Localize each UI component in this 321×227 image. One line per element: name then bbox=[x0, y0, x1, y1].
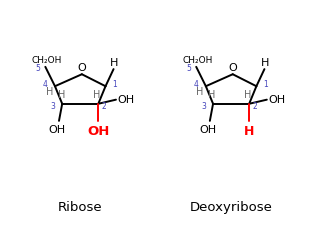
Text: Ribose: Ribose bbox=[58, 200, 103, 213]
Text: H: H bbox=[244, 124, 254, 137]
Text: H: H bbox=[196, 87, 204, 97]
Text: 3: 3 bbox=[202, 102, 206, 111]
Text: 2: 2 bbox=[102, 102, 107, 111]
Text: 1: 1 bbox=[263, 80, 268, 89]
Text: 5: 5 bbox=[187, 64, 192, 73]
Text: CH₂OH: CH₂OH bbox=[183, 56, 213, 65]
Text: H: H bbox=[110, 58, 119, 68]
Text: OH: OH bbox=[87, 124, 109, 137]
Text: OH: OH bbox=[117, 94, 135, 104]
Text: H: H bbox=[93, 89, 100, 99]
Text: H: H bbox=[244, 89, 251, 99]
Text: H: H bbox=[57, 89, 65, 99]
Text: 4: 4 bbox=[193, 80, 198, 89]
Text: O: O bbox=[228, 62, 237, 72]
Text: Deoxyribose: Deoxyribose bbox=[190, 200, 273, 213]
Text: OH: OH bbox=[268, 94, 286, 104]
Text: CH₂OH: CH₂OH bbox=[32, 56, 62, 65]
Text: 2: 2 bbox=[253, 102, 257, 111]
Text: OH: OH bbox=[49, 124, 66, 134]
Text: 5: 5 bbox=[36, 64, 41, 73]
Text: H: H bbox=[46, 87, 53, 97]
Text: OH: OH bbox=[200, 124, 217, 134]
Text: 1: 1 bbox=[112, 80, 117, 89]
Text: 4: 4 bbox=[42, 80, 47, 89]
Text: 3: 3 bbox=[51, 102, 56, 111]
Text: O: O bbox=[77, 62, 86, 72]
Text: H: H bbox=[261, 58, 270, 68]
Text: H: H bbox=[208, 89, 216, 99]
